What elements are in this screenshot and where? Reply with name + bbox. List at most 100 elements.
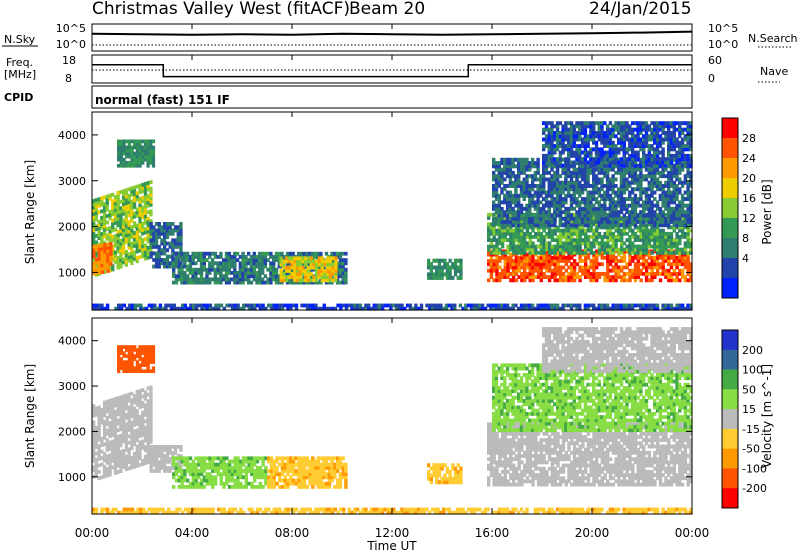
heat-cell (553, 150, 557, 155)
heat-cell (653, 157, 657, 162)
heat-cell (592, 124, 596, 129)
heat-cell (600, 180, 604, 185)
heat-cell (283, 267, 287, 272)
heat-cell (97, 226, 101, 231)
heat-cell (542, 216, 546, 221)
heat-cell (550, 161, 554, 165)
heat-cell (492, 216, 496, 221)
heat-cell (669, 303, 674, 308)
heat-cell (658, 174, 663, 179)
heat-cell (669, 180, 674, 185)
heat-cell (127, 232, 131, 237)
heat-cell (130, 251, 134, 256)
heat-cell (553, 250, 557, 255)
heat-cell (608, 259, 613, 263)
heat-cell (642, 174, 646, 179)
heat-cell (580, 121, 585, 126)
heat-cell (605, 134, 610, 139)
heat-cell (492, 157, 496, 162)
heat-cell (575, 235, 579, 239)
heat-cell (650, 272, 654, 276)
heat-cell (135, 256, 139, 260)
heat-cell (489, 238, 494, 242)
heat-cell (614, 262, 618, 267)
heat-cell (545, 255, 549, 260)
heat-cell (497, 303, 501, 308)
heat-cell (119, 199, 123, 204)
heat-cell (592, 278, 596, 283)
heat-cell (617, 303, 621, 308)
heat-cell (550, 223, 554, 228)
heat-cell (686, 174, 690, 179)
heat-cell (544, 164, 549, 169)
heat-cell (138, 209, 142, 214)
heat-cell (188, 264, 193, 269)
heat-cell (294, 303, 299, 308)
heat-cell (122, 202, 126, 206)
heat-cell (122, 260, 126, 265)
heat-cell (603, 216, 607, 221)
heat-cell (508, 206, 513, 211)
heat-cell (608, 140, 613, 145)
heat-cell (605, 177, 610, 182)
heat-cell (133, 306, 138, 311)
heat-cell (614, 190, 618, 195)
heat-cell (575, 225, 579, 230)
heat-cell (180, 280, 184, 285)
heat-cell (506, 272, 510, 276)
heat-cell (519, 184, 524, 188)
heat-cell (575, 223, 579, 228)
heat-cell (628, 225, 632, 230)
heat-cell (315, 272, 319, 276)
heat-cell (295, 278, 300, 283)
heat-cell (622, 247, 627, 252)
heat-cell (589, 241, 593, 246)
heat-cell (520, 272, 524, 276)
heat-cell (650, 121, 654, 126)
heat-cell (650, 213, 654, 218)
heat-cell (578, 144, 582, 148)
heat-cell (567, 275, 571, 279)
heat-cell (132, 201, 137, 206)
heat-cell (127, 239, 131, 244)
heat-cell (578, 184, 582, 188)
heat-cell (208, 255, 212, 259)
heat-cell (116, 191, 120, 195)
heat-cell (503, 170, 507, 175)
heat-cell (661, 223, 665, 228)
heat-cell (595, 238, 599, 242)
heat-cell (255, 264, 259, 269)
heat-cell (658, 238, 663, 242)
heat-cell (130, 160, 134, 165)
heat-cell (127, 145, 131, 150)
heat-cell (97, 267, 102, 271)
heat-cell (314, 306, 318, 311)
heat-cell (511, 244, 516, 249)
heat-cell (108, 226, 112, 230)
heat-cell (358, 306, 363, 311)
heat-cell (600, 206, 604, 211)
heat-cell (642, 238, 646, 242)
heat-cell (558, 121, 563, 126)
heat-cell (338, 261, 343, 266)
heat-cell (589, 150, 593, 155)
heat-cell (111, 244, 115, 249)
heat-cell (113, 240, 118, 245)
heat-cell (672, 306, 676, 311)
heat-cell (678, 216, 682, 221)
heat-cell (179, 248, 183, 253)
heat-cell (378, 303, 382, 308)
heat-cell (619, 306, 624, 311)
heat-cell (639, 244, 643, 249)
heat-cell (539, 250, 543, 255)
heat-cell (584, 235, 588, 239)
heat-cell (127, 200, 131, 205)
heat-cell (151, 154, 156, 159)
heat-cell (97, 210, 101, 215)
heat-cell (108, 209, 112, 214)
heat-cell (517, 241, 521, 246)
heat-cell (622, 197, 626, 201)
heat-cell (686, 255, 690, 260)
heat-cell (664, 203, 668, 208)
heat-cell (511, 193, 515, 198)
